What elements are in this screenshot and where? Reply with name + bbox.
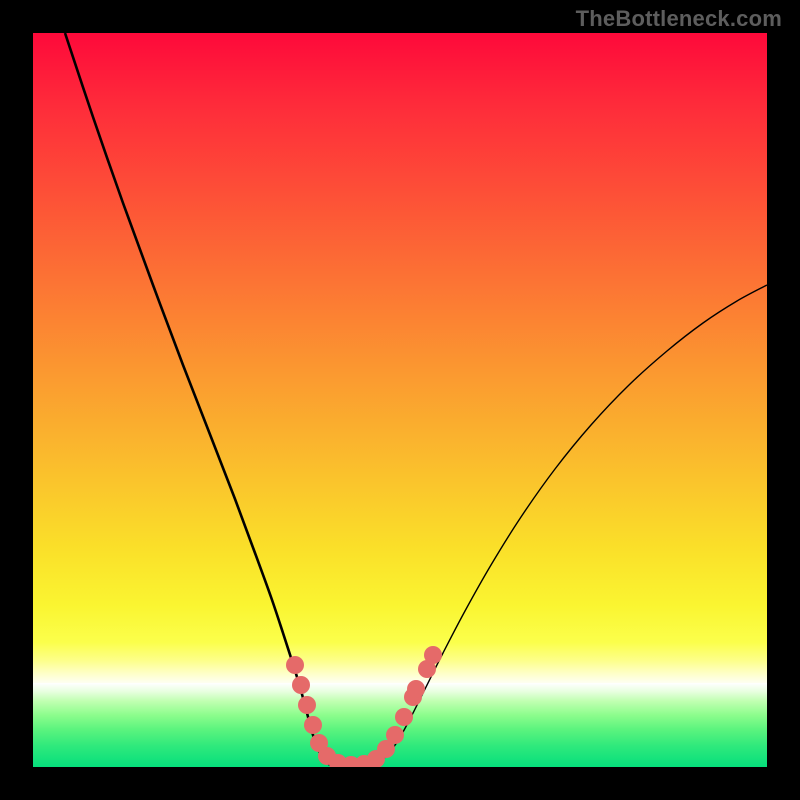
tolerance-marker [386, 726, 404, 744]
plot-area [33, 33, 767, 767]
watermark-text: TheBottleneck.com [576, 6, 782, 32]
tolerance-marker [304, 716, 322, 734]
tolerance-marker [424, 646, 442, 664]
chart-svg [33, 33, 767, 767]
tolerance-marker [286, 656, 304, 674]
plot-frame [33, 33, 767, 767]
tolerance-marker [292, 676, 310, 694]
tolerance-marker [298, 696, 316, 714]
curve-left-branch [65, 33, 351, 767]
tolerance-markers [286, 646, 442, 767]
tolerance-marker [395, 708, 413, 726]
tolerance-marker [407, 680, 425, 698]
